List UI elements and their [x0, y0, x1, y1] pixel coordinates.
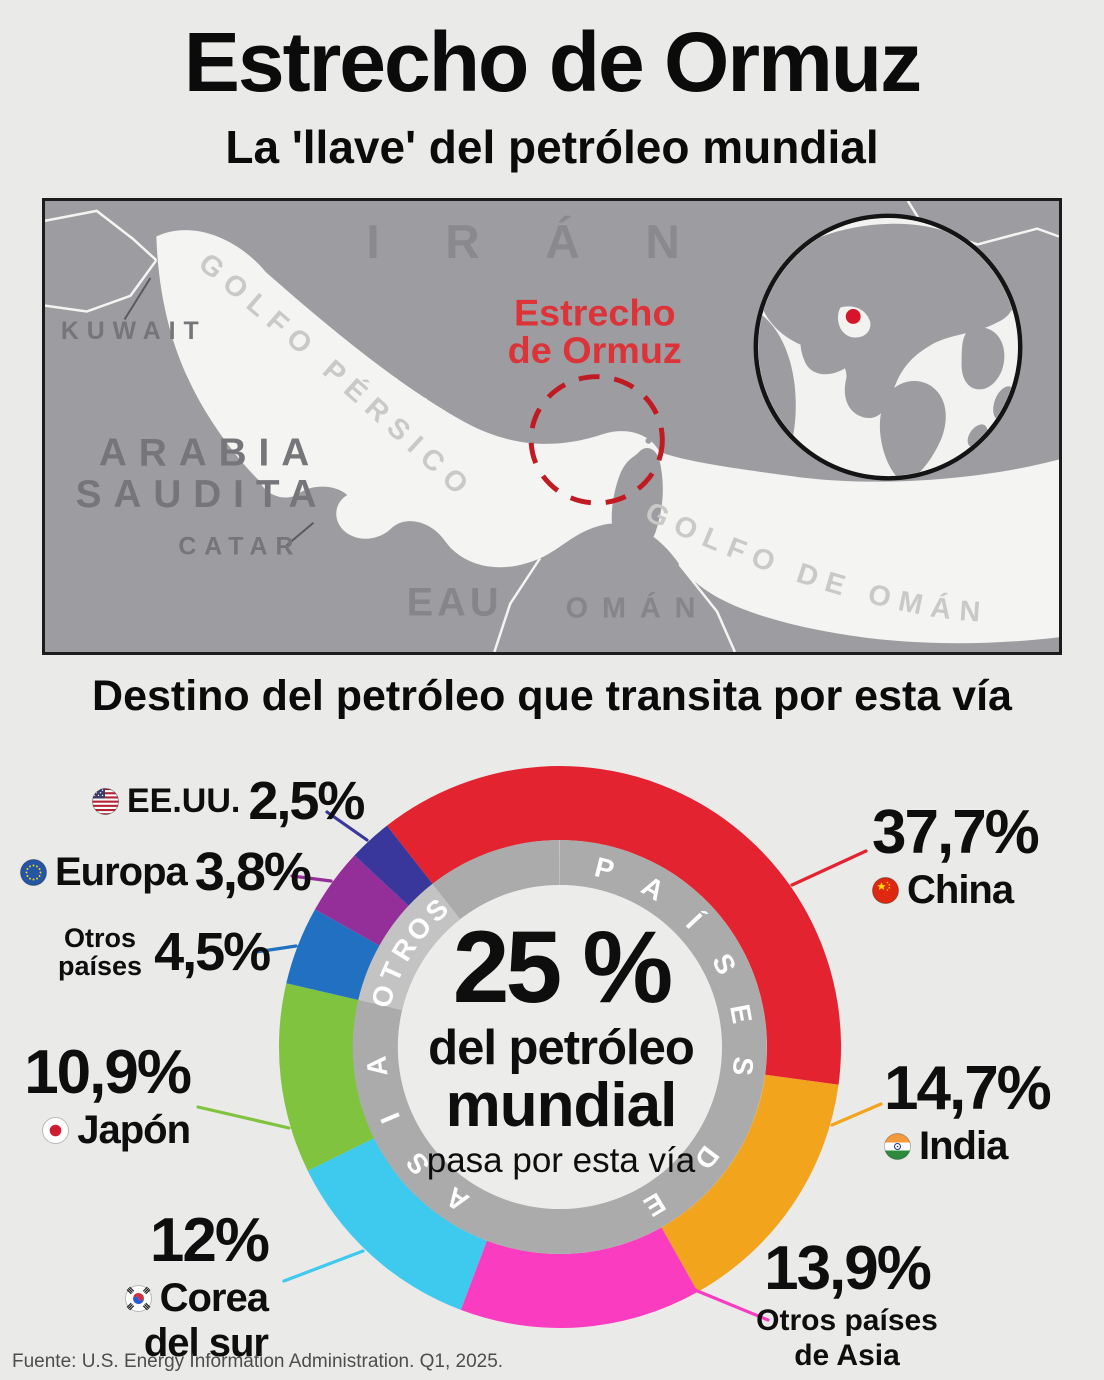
map-label-eau: EAU: [407, 581, 503, 625]
label-otros-asia: 13,9% Otros países de Asia: [752, 1238, 942, 1373]
strait-label-line1: Estrecho: [514, 291, 676, 333]
china-flag-icon: [872, 877, 899, 904]
leader-line-japon: [196, 1105, 291, 1130]
center-value: 25 %: [452, 910, 674, 1024]
usa-flag-icon: [92, 787, 119, 815]
leader-line-europa: [290, 874, 333, 883]
map-label-kuwait: KUWAIT: [61, 318, 207, 345]
corea-name-line2: del sur: [143, 1321, 269, 1365]
strait-dashed-circle: [528, 374, 665, 506]
inner-ring-otros: [358, 883, 461, 1011]
japon-name: Japón: [77, 1108, 191, 1152]
page-title: Estrecho de Ormuz: [183, 15, 922, 109]
map-islet-white: [391, 377, 398, 384]
label-europa: Europa 3,8%: [20, 842, 312, 902]
map-label-iran: IRÁN: [366, 215, 745, 269]
donut-center-text: 25 % del petróleo mundial pasa por esta …: [400, 916, 722, 1178]
section-heading: Destino del petróleo que transita por es…: [92, 672, 1012, 720]
donut-slice-otros-paises: [286, 909, 380, 1000]
globe-location-dot: [845, 309, 861, 324]
map-label-saudita: SAUDITA: [76, 473, 329, 516]
leader-line-eeuu: [325, 810, 369, 842]
leader-line-corea: [282, 1249, 365, 1283]
europa-value: 3,8%: [194, 842, 312, 902]
map-sea: [156, 230, 1059, 644]
svg-text:S: S: [727, 1055, 760, 1077]
donut-slice-europa: [315, 855, 409, 946]
leader-line-china: [790, 849, 868, 887]
india-value: 14,7%: [884, 1054, 1052, 1123]
label-china: 37,7% China: [872, 798, 1040, 913]
china-value: 37,7%: [872, 798, 1040, 867]
map-islet: [645, 437, 652, 444]
leader-line-india: [830, 1102, 883, 1127]
corea-value: 12%: [149, 1206, 270, 1275]
donut-slice-china: [387, 766, 842, 1085]
label-otros-paises: Otros países 4,5%: [58, 922, 271, 983]
page-subtitle: La 'llave' del petróleo mundial: [225, 121, 879, 173]
label-corea: 12% Corea del sur: [88, 1206, 270, 1366]
europe-flag-icon: [20, 858, 47, 886]
japon-value: 10,9%: [24, 1038, 192, 1107]
map-panel: GOLFO PÉRSICO GOLFO DE OMÁN IRÁN KUWAIT …: [42, 198, 1062, 655]
map-label-catar: CATAR: [178, 533, 301, 560]
strait-label-line2: de Ormuz: [508, 329, 682, 371]
otros-asia-value: 13,9%: [764, 1234, 932, 1303]
india-name: India: [919, 1124, 1008, 1168]
map-pointer-lines: [123, 277, 315, 547]
center-line2: mundial: [445, 1071, 678, 1140]
donut-center-disc: [398, 885, 722, 1209]
center-line1: del petróleo: [428, 1021, 695, 1075]
europa-name: Europa: [55, 849, 188, 894]
map-label-oman: OMÁN: [566, 591, 710, 625]
japan-flag-icon: [42, 1117, 70, 1144]
otros-paises-line1: Otros: [64, 923, 137, 953]
donut-slice-india: [661, 1074, 839, 1292]
corea-name: Corea: [159, 1276, 269, 1320]
south-korea-flag-icon: [124, 1285, 152, 1312]
donut-slice-japon: [278, 983, 375, 1171]
eeuu-name: EE.UU.: [127, 781, 241, 820]
persian-gulf-map: GOLFO PÉRSICO GOLFO DE OMÁN IRÁN KUWAIT …: [45, 201, 1059, 652]
otros-paises-value: 4,5%: [154, 922, 271, 983]
map-label-arabia: ARABIA: [99, 432, 321, 475]
source-note: Fuente: U.S. Energy Information Administ…: [12, 1351, 504, 1372]
leader-line-otros-paises: [254, 944, 298, 954]
label-japon: 10,9% Japón: [10, 1038, 192, 1153]
otros-paises-line2: países: [58, 951, 143, 982]
otros-asia-line2: de Asia: [794, 1338, 900, 1372]
otros-asia-line1: Otros países: [756, 1304, 938, 1337]
svg-text:A: A: [361, 1055, 394, 1078]
svg-text:E: E: [724, 1002, 758, 1026]
label-eeuu: EE.UU. 2,5%: [92, 771, 365, 831]
map-islet-white-2: [422, 397, 428, 403]
donut-slice-eeuu: [354, 825, 433, 906]
eeuu-value: 2,5%: [248, 771, 365, 831]
india-flag-icon: [884, 1133, 911, 1160]
center-line3: pasa por esta vía: [426, 1141, 696, 1180]
china-name: China: [907, 868, 1014, 912]
donut-slice-corea: [307, 1138, 487, 1310]
leader-line-otros-asia: [693, 1288, 770, 1322]
label-india: 14,7% India: [884, 1054, 1052, 1169]
donut-slice-otros-asia: [460, 1227, 698, 1328]
